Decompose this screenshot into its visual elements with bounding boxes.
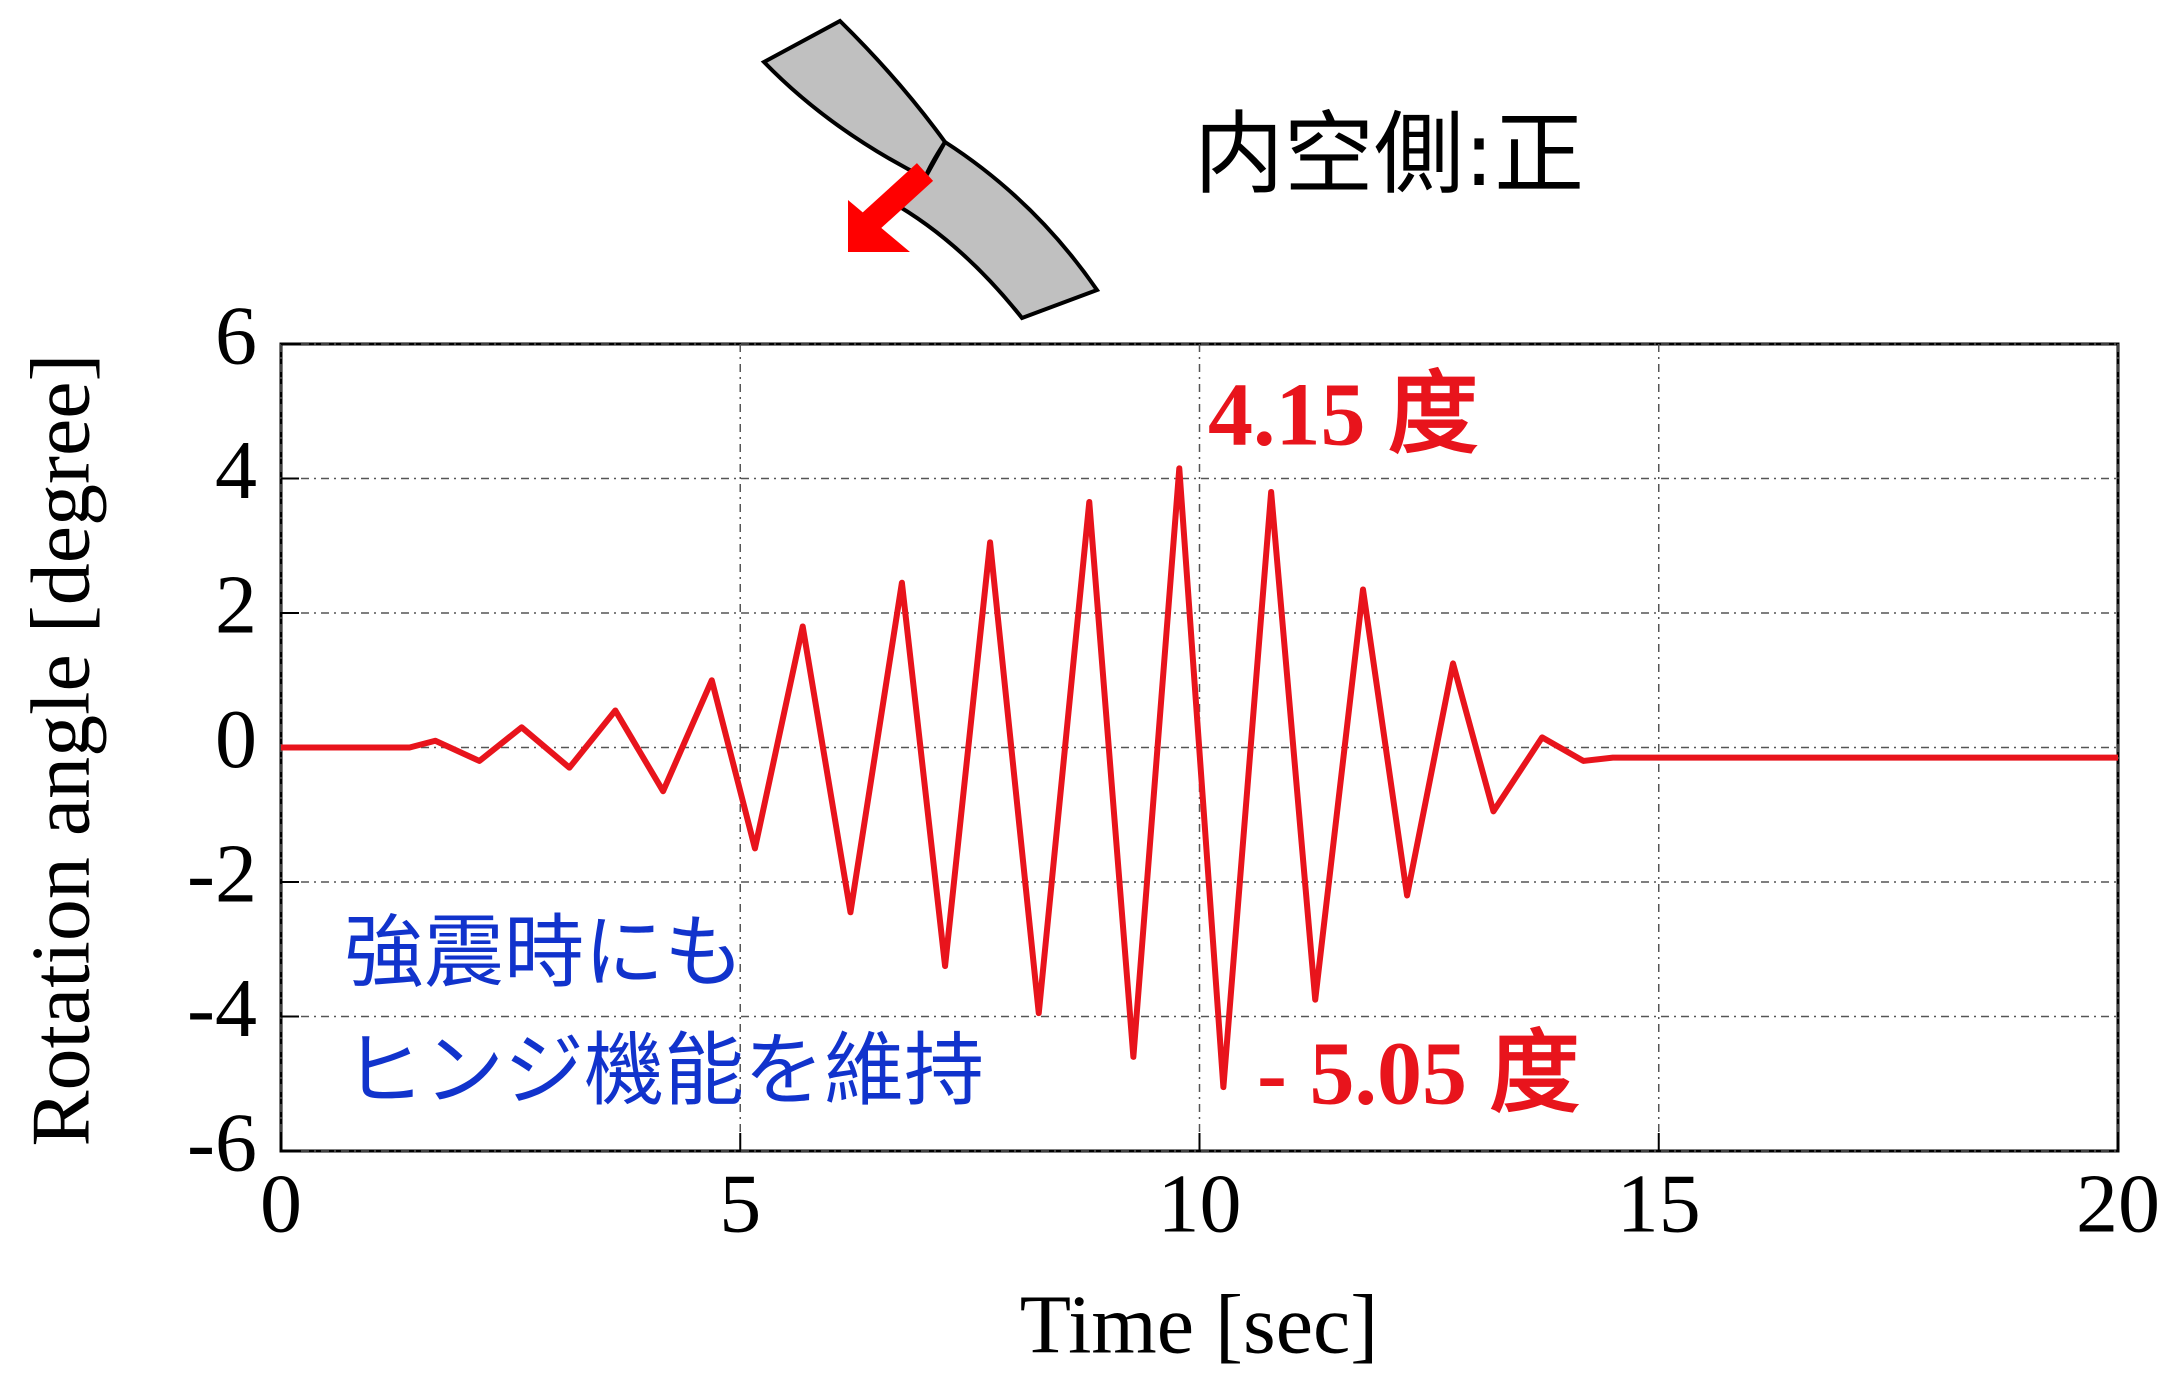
x-tick-label: 20: [2076, 1157, 2160, 1250]
chart: 内空側:正 Time [sec] Rotation angle [degree]…: [0, 0, 2175, 1376]
y-tick-label: -2: [187, 827, 257, 920]
x-tick-label: 10: [1158, 1157, 1242, 1250]
max-annotation: 4.15 度: [1208, 366, 1478, 465]
x-tick-label: 0: [260, 1157, 302, 1250]
min-annotation: - 5.05 度: [1257, 1025, 1579, 1124]
y-axis-label: Rotation angle [degree]: [14, 354, 107, 1147]
note-line: 強震時にも: [344, 906, 744, 999]
x-tick-label: 15: [1617, 1157, 1701, 1250]
y-tick-label: -4: [187, 962, 257, 1055]
x-tick-label: 5: [719, 1157, 761, 1250]
y-tick-label: 2: [215, 558, 257, 651]
y-tick-label: 0: [215, 693, 257, 786]
x-axis-label: Time [sec]: [1020, 1278, 1379, 1371]
y-tick-label: 6: [215, 289, 257, 382]
y-tick-label: 4: [215, 424, 257, 517]
y-tick-label: -6: [187, 1096, 257, 1189]
note-line: ヒンジ機能を維持: [344, 1024, 984, 1117]
chart-title: 内空側:正: [1194, 102, 1584, 207]
hinge-icon: [764, 21, 1097, 318]
